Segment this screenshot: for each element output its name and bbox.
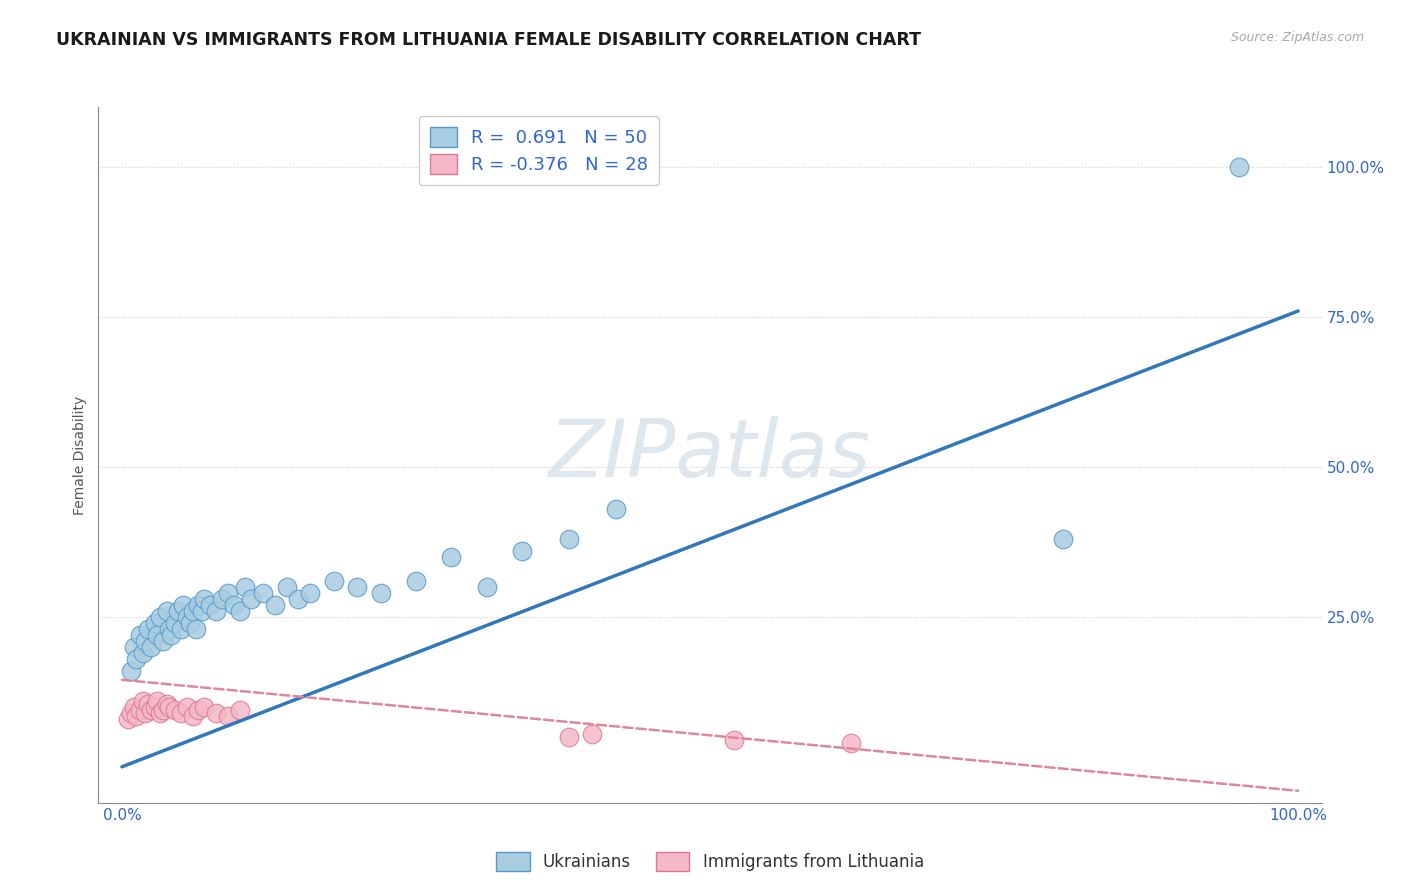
Point	[205, 706, 228, 720]
Point	[136, 697, 159, 711]
Point	[143, 699, 166, 714]
Point	[141, 703, 163, 717]
Point	[149, 706, 172, 720]
Point	[157, 699, 180, 714]
Legend: Ukrainians, Immigrants from Lithuania: Ukrainians, Immigrants from Lithuania	[489, 846, 931, 878]
Point	[228, 703, 250, 717]
Point	[146, 628, 169, 642]
Point	[128, 628, 150, 642]
Point	[176, 699, 198, 714]
Point	[152, 633, 174, 648]
Point	[222, 598, 245, 612]
Point	[581, 727, 603, 741]
Point	[146, 694, 169, 708]
Point	[170, 706, 193, 720]
Point	[141, 640, 163, 654]
Point	[125, 652, 148, 666]
Point	[322, 574, 344, 588]
Point	[370, 586, 392, 600]
Point	[263, 598, 285, 612]
Point	[132, 694, 155, 708]
Point	[160, 628, 183, 642]
Point	[510, 544, 533, 558]
Point	[152, 703, 174, 717]
Point	[193, 699, 215, 714]
Point	[558, 730, 581, 744]
Point	[179, 615, 201, 630]
Point	[405, 574, 427, 588]
Point	[193, 591, 215, 606]
Point	[181, 708, 204, 723]
Point	[1227, 160, 1250, 174]
Point	[1052, 532, 1074, 546]
Point	[605, 502, 627, 516]
Point	[122, 640, 145, 654]
Point	[120, 664, 142, 678]
Y-axis label: Female Disability: Female Disability	[73, 395, 87, 515]
Point	[252, 586, 274, 600]
Point	[287, 591, 309, 606]
Point	[122, 699, 145, 714]
Point	[170, 622, 193, 636]
Point	[187, 598, 209, 612]
Point	[205, 604, 228, 618]
Point	[181, 604, 204, 618]
Text: Source: ZipAtlas.com: Source: ZipAtlas.com	[1230, 31, 1364, 45]
Point	[839, 736, 862, 750]
Point	[723, 732, 745, 747]
Point	[134, 706, 156, 720]
Point	[276, 580, 298, 594]
Point	[156, 604, 179, 618]
Point	[211, 591, 233, 606]
Point	[217, 708, 239, 723]
Text: UKRAINIAN VS IMMIGRANTS FROM LITHUANIA FEMALE DISABILITY CORRELATION CHART: UKRAINIAN VS IMMIGRANTS FROM LITHUANIA F…	[56, 31, 921, 49]
Point	[228, 604, 250, 618]
Point	[240, 591, 263, 606]
Point	[198, 598, 221, 612]
Point	[440, 549, 463, 564]
Point	[172, 598, 194, 612]
Point	[120, 706, 142, 720]
Point	[475, 580, 498, 594]
Point	[167, 604, 190, 618]
Point	[149, 610, 172, 624]
Point	[187, 703, 209, 717]
Point	[163, 703, 186, 717]
Point	[176, 610, 198, 624]
Point	[191, 604, 214, 618]
Text: ZIPatlas: ZIPatlas	[548, 416, 872, 494]
Point	[235, 580, 257, 594]
Point	[163, 615, 186, 630]
Point	[134, 633, 156, 648]
Point	[156, 697, 179, 711]
Point	[558, 532, 581, 546]
Point	[125, 708, 148, 723]
Point	[143, 615, 166, 630]
Point	[299, 586, 322, 600]
Point	[132, 646, 155, 660]
Point	[184, 622, 207, 636]
Point	[128, 703, 150, 717]
Point	[346, 580, 368, 594]
Point	[136, 622, 159, 636]
Point	[117, 712, 139, 726]
Point	[157, 622, 180, 636]
Point	[217, 586, 239, 600]
